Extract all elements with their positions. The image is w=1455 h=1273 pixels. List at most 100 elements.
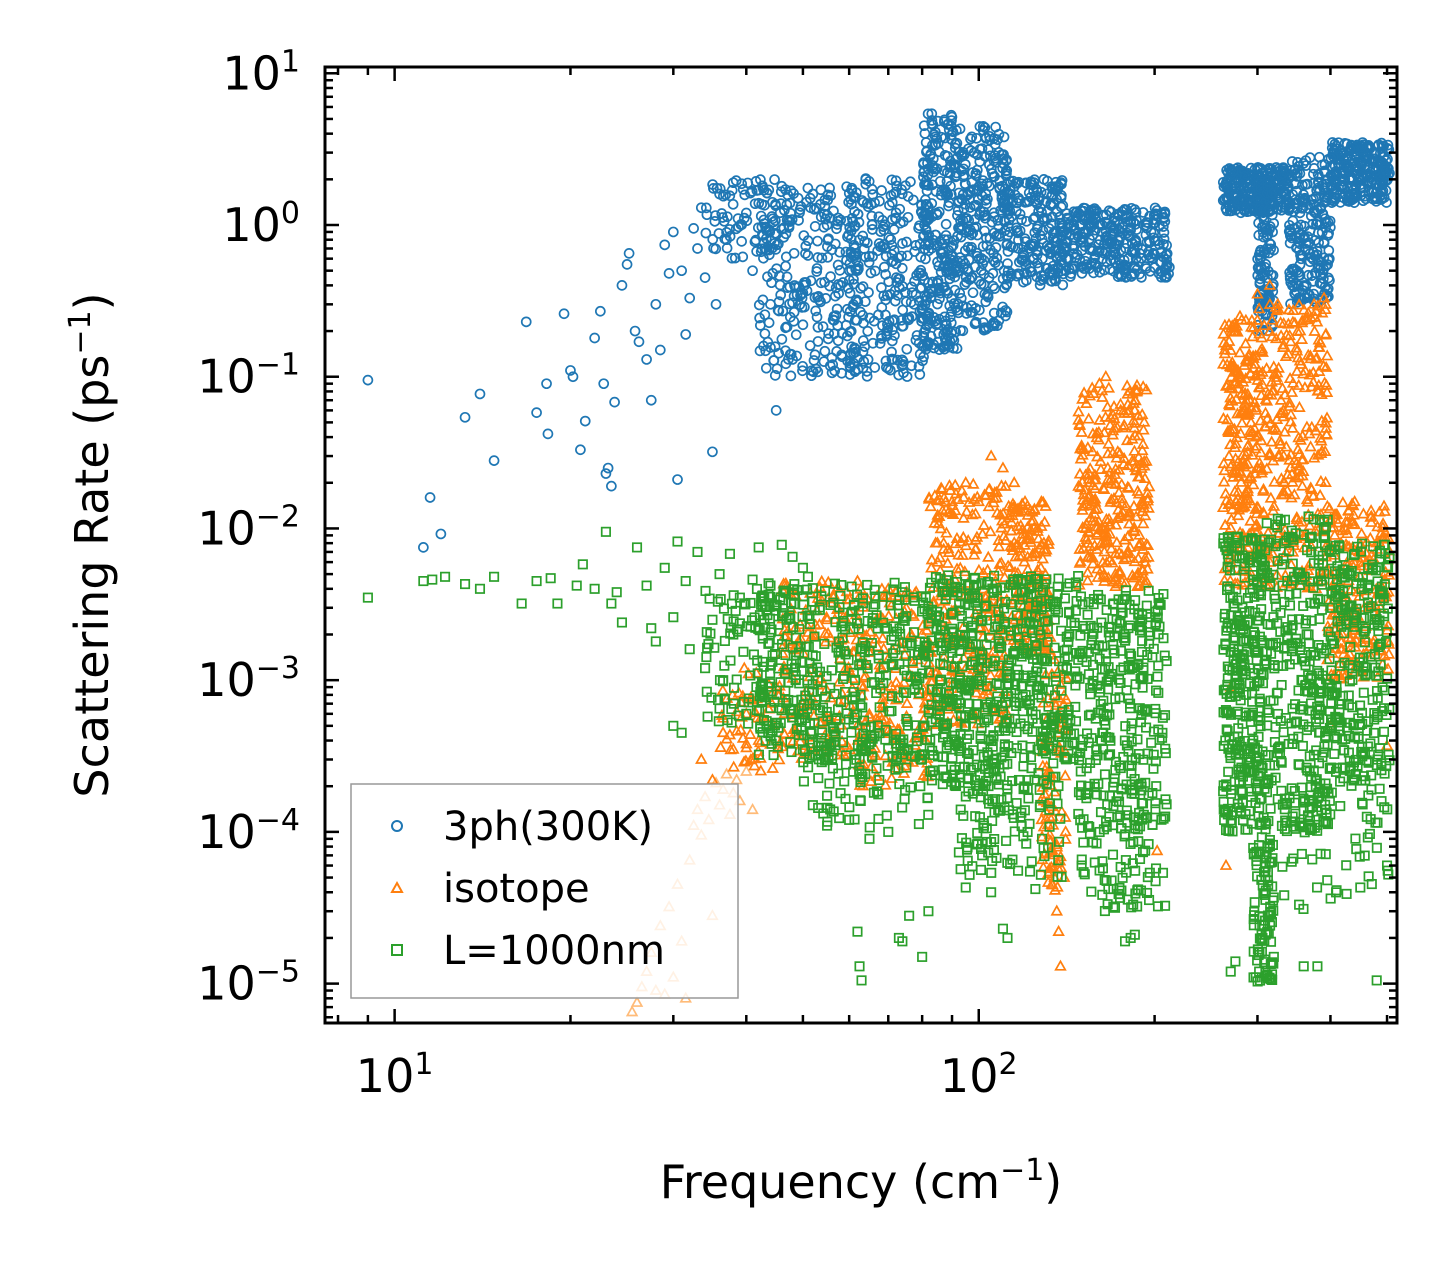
data-point-3ph-300k [768, 355, 780, 366]
data-point-3ph-300k [888, 188, 900, 200]
data-point-3ph-300k [831, 223, 842, 235]
data-point-3ph-300k [844, 358, 856, 369]
data-point-3ph-300k [832, 259, 844, 271]
data-point-3ph-300k [889, 314, 900, 326]
data-point-3ph-300k [841, 303, 853, 315]
data-point-3ph-300k [721, 227, 732, 238]
data-point-3ph-300k [874, 195, 885, 207]
data-point-3ph-300k [829, 290, 841, 302]
data-point-3ph-300k [816, 252, 828, 264]
data-point-3ph-300k [700, 227, 712, 239]
data-point-3ph-300k [909, 246, 920, 257]
data-point-3ph-300k [759, 328, 771, 340]
data-point-3ph-300k [755, 210, 767, 222]
data-point-3ph-300k [726, 252, 738, 264]
data-point-3ph-300k [905, 296, 917, 308]
data-point-3ph-300k [883, 315, 895, 327]
data-point-3ph-300k [929, 238, 940, 250]
data-point-3ph-300k [804, 340, 816, 351]
data-point-3ph-300k [815, 184, 827, 196]
data-point-3ph-300k [876, 282, 887, 293]
data-point-3ph-300k [908, 298, 920, 310]
data-point-3ph-300k [793, 214, 804, 226]
data-point-3ph-300k [788, 188, 799, 199]
data-point-3ph-300k [925, 291, 937, 302]
data-point-3ph-300k [901, 343, 913, 355]
data-point-3ph-300k [850, 346, 861, 358]
data-point-3ph-300k [928, 342, 940, 354]
data-point-3ph-300k [878, 238, 890, 250]
data-point-3ph-300k [897, 356, 909, 367]
data-point-3ph-300k [758, 237, 770, 248]
data-point-3ph-300k [759, 309, 771, 321]
data-point-3ph-300k [763, 249, 775, 261]
data-point-3ph-300k [781, 271, 793, 283]
data-point-3ph-300k [920, 223, 932, 235]
data-point-3ph-300k [823, 328, 835, 339]
data-point-3ph-300k [888, 224, 900, 235]
data-point-3ph-300k [863, 257, 875, 268]
data-point-3ph-300k [924, 150, 936, 162]
data-point-3ph-300k [949, 159, 961, 171]
data-point-3ph-300k [799, 277, 810, 288]
data-point-3ph-300k [844, 287, 856, 299]
data-point-3ph-300k [730, 223, 742, 235]
data-point-3ph-300k [922, 201, 934, 213]
data-point-3ph-300k [921, 185, 933, 197]
data-point-3ph-300k [782, 282, 793, 293]
data-point-3ph-300k [873, 309, 884, 321]
data-point-3ph-300k [939, 333, 951, 345]
data-point-3ph-300k [879, 243, 891, 254]
data-point-3ph-300k [810, 305, 822, 317]
data-point-3ph-300k [856, 195, 868, 206]
data-point-3ph-300k [832, 212, 844, 224]
data-point-3ph-300k [850, 263, 862, 275]
data-point-3ph-300k [812, 321, 824, 333]
data-point-3ph-300k [944, 161, 956, 173]
data-point-3ph-300k [923, 288, 935, 300]
data-point-3ph-300k [849, 342, 860, 354]
data-point-3ph-300k [815, 277, 827, 289]
data-point-3ph-300k [869, 362, 881, 373]
data-point-3ph-300k [774, 270, 785, 282]
data-point-3ph-300k [783, 220, 795, 231]
data-point-3ph-300k [890, 258, 902, 270]
data-point-3ph-300k [877, 215, 888, 226]
data-point-3ph-300k [907, 194, 919, 206]
data-point-3ph-300k [939, 184, 951, 196]
data-point-3ph-300k [729, 252, 741, 264]
data-point-3ph-300k [931, 163, 943, 175]
data-point-3ph-300k [773, 305, 785, 317]
data-point-3ph-300k [795, 201, 807, 212]
data-point-3ph-300k [809, 349, 821, 361]
data-point-3ph-300k [890, 175, 902, 187]
data-point-3ph-300k [884, 200, 895, 211]
data-point-3ph-300k [862, 201, 874, 213]
data-point-3ph-300k [942, 234, 954, 246]
data-point-3ph-300k [903, 312, 915, 324]
data-point-3ph-300k [767, 216, 779, 228]
data-point-3ph-300k [785, 370, 797, 382]
data-point-3ph-300k [933, 206, 945, 218]
data-point-3ph-300k [853, 216, 865, 228]
data-point-3ph-300k [967, 287, 979, 299]
data-point-3ph-300k [921, 199, 933, 211]
data-point-3ph-300k [889, 295, 901, 307]
data-point-3ph-300k [708, 183, 719, 194]
data-point-3ph-300k [760, 222, 772, 234]
data-point-3ph-300k [737, 251, 749, 263]
data-point-3ph-300k [862, 325, 874, 337]
data-point-3ph-300k [896, 320, 908, 332]
data-point-3ph-300k [890, 186, 902, 198]
data-point-3ph-300k [947, 258, 959, 270]
data-point-3ph-300k [932, 115, 944, 127]
data-point-3ph-300k [763, 184, 775, 196]
data-point-3ph-300k [720, 189, 731, 201]
data-point-3ph-300k [813, 291, 824, 302]
data-point-3ph-300k [845, 246, 857, 258]
data-point-3ph-300k [781, 199, 793, 211]
data-point-3ph-300k [922, 157, 933, 169]
data-point-3ph-300k [774, 207, 786, 219]
data-point-3ph-300k [940, 319, 952, 331]
